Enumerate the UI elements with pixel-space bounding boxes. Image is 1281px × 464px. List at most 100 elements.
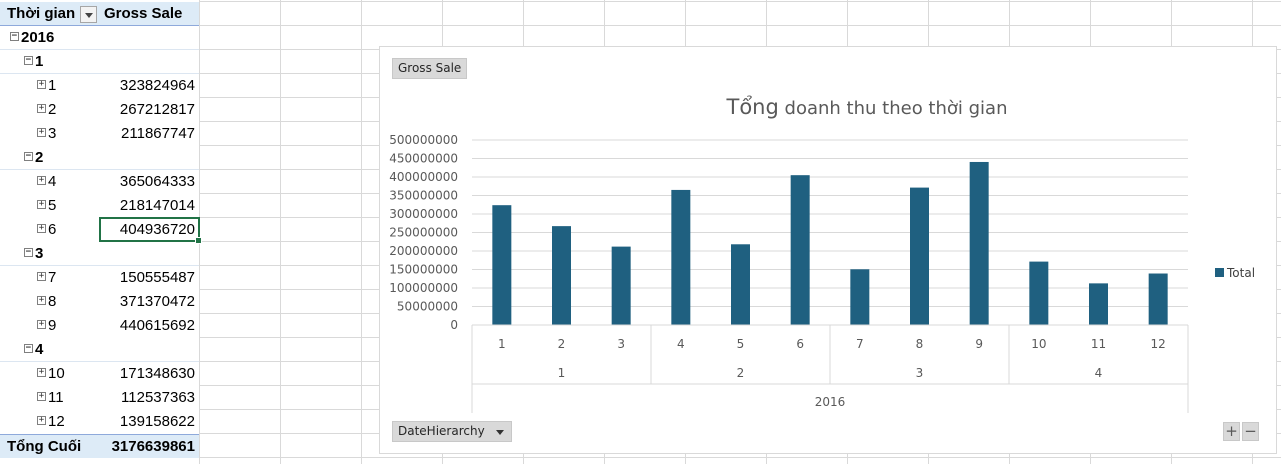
- bar: [1089, 283, 1108, 325]
- zoom-in-button[interactable]: +: [1223, 422, 1240, 441]
- expand-icon[interactable]: +: [37, 222, 46, 233]
- year-label: −2016: [0, 26, 100, 50]
- quarter-row[interactable]: −2: [0, 146, 199, 170]
- quarter-label: −1: [0, 50, 100, 74]
- quarter-group-label: 3: [916, 366, 924, 380]
- month-row[interactable]: +10 171348630: [0, 362, 199, 386]
- bar: [910, 187, 929, 325]
- grand-total-row[interactable]: Tổng Cuối 3176639861: [0, 434, 199, 458]
- y-tick-label: 150000000: [389, 263, 458, 277]
- legend-swatch: [1215, 268, 1224, 277]
- gross-sale-value: 323824964: [119, 77, 195, 94]
- y-tick-label: 50000000: [397, 300, 458, 314]
- month-label-text: 3: [48, 125, 57, 142]
- bar: [850, 269, 870, 325]
- expand-icon[interactable]: +: [37, 270, 46, 281]
- legend-label: Total: [1226, 266, 1255, 280]
- month-row[interactable]: +7 150555487: [0, 266, 199, 290]
- year-row[interactable]: −2016: [0, 26, 199, 50]
- expand-icon[interactable]: +: [37, 318, 46, 329]
- quarter-label: −3: [0, 242, 100, 266]
- bar: [790, 175, 810, 325]
- value-field-button[interactable]: Gross Sale: [392, 58, 468, 79]
- y-tick-label: 500000000: [389, 133, 458, 147]
- x-tick-label: 7: [856, 337, 864, 351]
- zoom-out-button[interactable]: −: [1242, 422, 1259, 441]
- gross-sale-value: 211867747: [121, 125, 195, 142]
- expand-icon[interactable]: +: [37, 414, 46, 425]
- month-row[interactable]: +11 112537363: [0, 386, 199, 410]
- collapse-icon[interactable]: −: [24, 54, 33, 65]
- expand-icon[interactable]: +: [37, 294, 46, 305]
- month-label: +10: [0, 362, 100, 386]
- y-tick-label: 450000000: [389, 152, 458, 166]
- y-tick-label: 350000000: [389, 189, 458, 203]
- collapse-icon[interactable]: −: [24, 342, 33, 353]
- month-label-text: 10: [48, 365, 65, 382]
- x-tick-label: 1: [498, 337, 506, 351]
- x-tick-label: 10: [1031, 337, 1046, 351]
- filter-dropdown-button[interactable]: [80, 6, 97, 23]
- month-row[interactable]: +9 440615692: [0, 314, 199, 338]
- month-label-text: 12: [48, 413, 65, 430]
- month-label: +12: [0, 410, 100, 434]
- month-label-text: 7: [48, 269, 57, 286]
- month-label: +3: [0, 122, 100, 146]
- y-tick-label: 300000000: [389, 207, 458, 221]
- quarter-row[interactable]: −4: [0, 338, 199, 362]
- gross-sale-value: 404936720: [119, 221, 195, 238]
- x-tick-label: 2: [558, 337, 566, 351]
- quarter-row[interactable]: −1: [0, 50, 199, 74]
- gross-sale-value: 371370472: [119, 293, 195, 310]
- quarter-label-text: 4: [35, 341, 44, 358]
- pivot-table: Thời gian Gross Sale −2016−1 +1 323824964 +…: [0, 0, 202, 464]
- month-row[interactable]: +4 365064333: [0, 170, 199, 194]
- expand-icon[interactable]: +: [37, 174, 46, 185]
- month-row[interactable]: +1 323824964: [0, 74, 199, 98]
- month-row[interactable]: +3 211867747: [0, 122, 199, 146]
- collapse-icon[interactable]: −: [10, 30, 19, 41]
- quarter-group-label: 2: [737, 366, 745, 380]
- collapse-icon[interactable]: −: [24, 246, 33, 257]
- expand-icon[interactable]: +: [37, 102, 46, 113]
- collapse-icon[interactable]: −: [24, 150, 33, 161]
- month-label-text: 9: [48, 317, 57, 334]
- values-header[interactable]: Gross Sale: [104, 5, 183, 22]
- month-row[interactable]: +8 371370472: [0, 290, 199, 314]
- expand-icon[interactable]: +: [37, 78, 46, 89]
- expand-icon[interactable]: +: [37, 366, 46, 377]
- y-axis-ticks: 0 50000000 100000000 150000000 200000000 2500…: [389, 133, 458, 332]
- month-row[interactable]: +12 139158622: [0, 410, 199, 434]
- bar: [492, 205, 512, 325]
- row-labels-header[interactable]: Thời gian: [7, 5, 76, 22]
- pivot-chart[interactable]: Gross Sale Tổng doanh thu theo thời gian…: [379, 46, 1277, 454]
- year-group-label: 2016: [815, 395, 846, 409]
- chart-title[interactable]: Tổng doanh thu theo thời gian: [726, 95, 1008, 119]
- y-tick-label: 200000000: [389, 244, 458, 258]
- x-tick-label: 8: [916, 337, 924, 351]
- x-tick-label: 3: [617, 337, 625, 351]
- grand-total-value: 3176639861: [111, 438, 195, 455]
- chevron-down-icon: [495, 430, 504, 435]
- x-tick-label: 12: [1151, 337, 1166, 351]
- expand-icon[interactable]: +: [37, 198, 46, 209]
- month-row[interactable]: +5 218147014: [0, 194, 199, 218]
- month-label: +7: [0, 266, 100, 290]
- month-row[interactable]: +2 267212817: [0, 98, 199, 122]
- month-row[interactable]: +6 404936720: [0, 218, 199, 242]
- chart-title-part2: doanh thu theo thời gian: [779, 98, 1008, 119]
- month-label-text: 11: [48, 389, 64, 406]
- gridlines: [472, 139, 1188, 307]
- x-tick-label: 11: [1091, 337, 1106, 351]
- month-label-text: 4: [48, 173, 57, 190]
- month-label: +11: [0, 386, 100, 410]
- legend[interactable]: Total: [1215, 266, 1255, 280]
- quarter-label-text: 2: [35, 149, 44, 166]
- expand-icon[interactable]: +: [37, 126, 46, 137]
- expand-icon[interactable]: +: [37, 390, 46, 401]
- axis-field-button[interactable]: DateHierarchy: [392, 421, 512, 442]
- y-tick-label: 100000000: [389, 281, 458, 295]
- quarter-row[interactable]: −3: [0, 242, 199, 266]
- month-label-text: 2: [48, 101, 57, 118]
- year-label-text: 2016: [21, 29, 55, 46]
